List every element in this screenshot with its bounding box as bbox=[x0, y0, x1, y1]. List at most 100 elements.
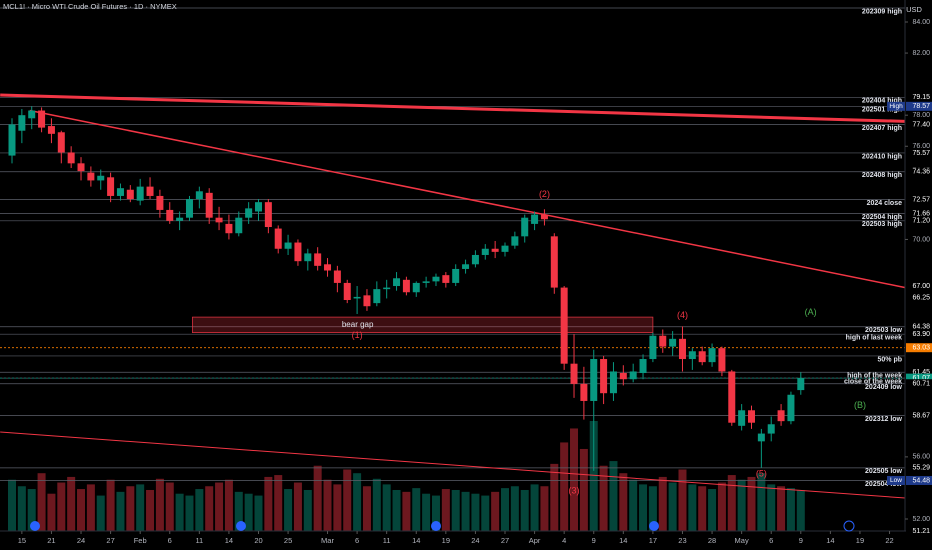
lines-layer: 202309 high 202404 high 202501 high 202407 … bbox=[0, 7, 906, 499]
candle-body bbox=[471, 254, 479, 265]
volume-bar bbox=[353, 473, 362, 531]
candle-body bbox=[550, 236, 558, 288]
volume-bar bbox=[609, 461, 618, 531]
candle-body bbox=[205, 192, 213, 218]
candle-body bbox=[777, 410, 785, 422]
volume-bar bbox=[648, 486, 657, 531]
axis-layer: 52.00 56.00 70.00 76.00 78.00 82.00 84.00 15 21 2… bbox=[18, 19, 932, 545]
candle-body bbox=[383, 287, 391, 290]
x-tick-label: 6 bbox=[355, 536, 359, 545]
candle-body bbox=[462, 264, 470, 269]
volume-bar bbox=[757, 473, 766, 531]
price-tag-note-bg bbox=[887, 475, 905, 485]
candle-body bbox=[738, 410, 746, 426]
candle-body bbox=[787, 394, 795, 422]
level-label: 202504 low bbox=[865, 481, 903, 488]
bear-gap bbox=[192, 316, 654, 333]
level-label: close of the week bbox=[844, 378, 902, 385]
currency: USD bbox=[906, 5, 922, 14]
event-icon[interactable] bbox=[649, 521, 659, 531]
volume-bar bbox=[116, 491, 125, 531]
volume-bar bbox=[402, 491, 411, 531]
volume-bar bbox=[412, 488, 421, 531]
price-tag-label: 78.57 bbox=[912, 103, 930, 110]
trendline bbox=[29, 109, 906, 289]
candle-body bbox=[156, 195, 164, 210]
candle-body bbox=[491, 248, 499, 252]
x-tick-label: 9 bbox=[799, 536, 803, 545]
candle-body bbox=[393, 278, 401, 287]
volume-bar bbox=[737, 479, 746, 531]
annotation-layer: (1) (2) (3) (4) (5) (A) (B) bbox=[352, 189, 866, 496]
x-tick-label: 19 bbox=[442, 536, 450, 545]
candle-body bbox=[452, 268, 460, 283]
wave-label: (2) bbox=[539, 189, 550, 199]
price-tag-label: 79.15 bbox=[912, 94, 930, 101]
x-tick-label: 14 bbox=[412, 536, 420, 545]
y-tick-label: 56.00 bbox=[912, 454, 930, 461]
volume-bar bbox=[27, 489, 36, 531]
price-tag-label: 51.21 bbox=[912, 528, 930, 535]
volume-bar bbox=[264, 476, 273, 531]
candles-layer bbox=[8, 106, 805, 471]
price-tag bbox=[906, 216, 932, 226]
candle-body bbox=[314, 253, 322, 266]
x-tick-label: 17 bbox=[649, 536, 657, 545]
volume-bar bbox=[698, 486, 707, 531]
volume-bar bbox=[254, 495, 263, 531]
candle-body bbox=[767, 424, 775, 434]
wave-label: (4) bbox=[677, 310, 688, 320]
price-tag bbox=[906, 148, 932, 158]
x-tick-label: Mar bbox=[321, 536, 334, 545]
volume-bar bbox=[510, 486, 519, 531]
trendline bbox=[0, 93, 906, 123]
volume-bar bbox=[441, 489, 450, 531]
volume-bar bbox=[323, 479, 332, 531]
y-tick-label: 52.00 bbox=[912, 516, 930, 523]
candle-body bbox=[264, 202, 272, 228]
volume-bar bbox=[303, 489, 312, 531]
level-label: 2024 close bbox=[867, 200, 903, 207]
volume-bar bbox=[520, 489, 529, 531]
volume-bar bbox=[491, 491, 500, 531]
candle-body bbox=[797, 378, 805, 391]
price-tag-label: 71.66 bbox=[912, 210, 930, 217]
event-icon[interactable] bbox=[30, 521, 40, 531]
wave-label: (3) bbox=[569, 485, 580, 495]
candle-body bbox=[235, 217, 243, 234]
candle-body bbox=[432, 276, 440, 282]
y-tick-label: 82.00 bbox=[912, 50, 930, 57]
event-icon[interactable] bbox=[236, 521, 246, 531]
level-label: 202312 low bbox=[865, 416, 903, 423]
x-tick-label: 6 bbox=[769, 536, 773, 545]
x-tick-label: 22 bbox=[885, 536, 893, 545]
candle-body bbox=[501, 245, 509, 252]
volume-bar bbox=[461, 491, 470, 531]
volume-bar bbox=[717, 482, 726, 531]
trendline bbox=[0, 431, 906, 499]
price-tag-label: 67.00 bbox=[912, 283, 930, 290]
volume-bar bbox=[560, 442, 569, 531]
volume-bar bbox=[747, 476, 756, 531]
price-tag bbox=[906, 167, 932, 177]
candle-body bbox=[609, 371, 617, 394]
candle-body bbox=[274, 228, 282, 249]
volume-bar bbox=[155, 478, 164, 531]
candle-body bbox=[698, 351, 706, 363]
candle-body bbox=[422, 281, 430, 283]
price-tag-label: 71.20 bbox=[912, 218, 930, 225]
volume-bar bbox=[195, 489, 204, 531]
candle-body bbox=[511, 236, 519, 246]
candle-body bbox=[688, 351, 696, 360]
candle-body bbox=[304, 253, 312, 262]
candle-body bbox=[255, 202, 262, 212]
x-tick-label: 14 bbox=[225, 536, 233, 545]
event-icon[interactable] bbox=[843, 520, 855, 532]
event-icons bbox=[30, 520, 855, 532]
candle-body bbox=[540, 214, 548, 220]
candle-body bbox=[757, 433, 765, 442]
event-icon[interactable] bbox=[431, 521, 441, 531]
volume-bar bbox=[382, 484, 391, 531]
